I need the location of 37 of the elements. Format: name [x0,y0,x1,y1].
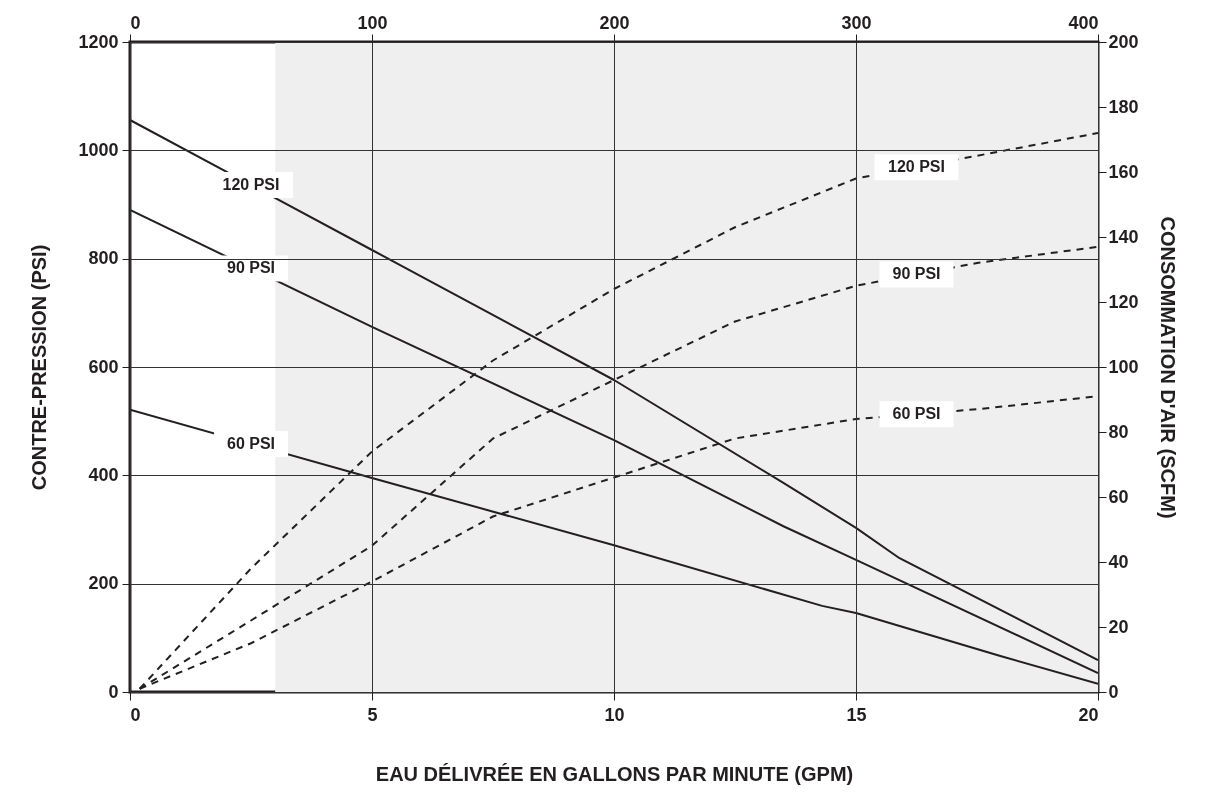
x-tick-label: 20 [1078,704,1099,725]
x-tick-label: 5 [367,704,378,725]
x2-tick-label: 400 [1068,12,1099,33]
y-tick-label: 600 [88,356,119,377]
y-tick-label: 0 [108,681,119,702]
series-label: 60 PSI [892,405,941,423]
y2-tick-label: 0 [1108,681,1119,702]
x-tick-label: 15 [846,704,867,725]
y-tick-label: 800 [88,248,119,269]
y-tick-label: 1000 [78,139,119,160]
x2-tick-label: 200 [599,12,630,33]
y2-tick-label: 160 [1108,161,1139,182]
y2-tick-label: 20 [1108,616,1129,637]
y2-tick-label: 140 [1108,226,1139,247]
series-label: 90 PSI [892,265,941,283]
y2-tick-label: 100 [1108,356,1139,377]
y-tick-label: 1200 [78,31,119,52]
y-tick-label: 200 [88,573,119,594]
y2-tick-label: 80 [1108,421,1129,442]
x2-tick-label: 300 [841,12,872,33]
y2-tick-label: 60 [1108,486,1129,507]
y-axis-title: CONTRE-PRESSION (PSI) [28,244,51,491]
series-label: 60 PSI [226,434,276,452]
x2-tick-label: 0 [130,12,141,33]
y2-axis-title: CONSOMMATION D'AIR (SCFM) [1156,216,1179,519]
series-label: 90 PSI [226,259,276,277]
series-label: 120 PSI [888,158,945,176]
x-tick-label: 0 [130,704,141,725]
y2-tick-label: 180 [1108,96,1139,117]
y-tick-label: 400 [88,464,119,485]
y2-tick-label: 200 [1108,31,1139,52]
x-tick-label: 10 [604,704,625,725]
y2-tick-label: 40 [1108,551,1129,572]
series-label: 120 PSI [222,176,280,193]
x-axis-title: EAU DÉLIVRÉE EN GALLONS PAR MINUTE (GPM) [375,762,854,785]
x2-tick-label: 100 [357,12,388,33]
y2-tick-label: 120 [1108,291,1139,312]
